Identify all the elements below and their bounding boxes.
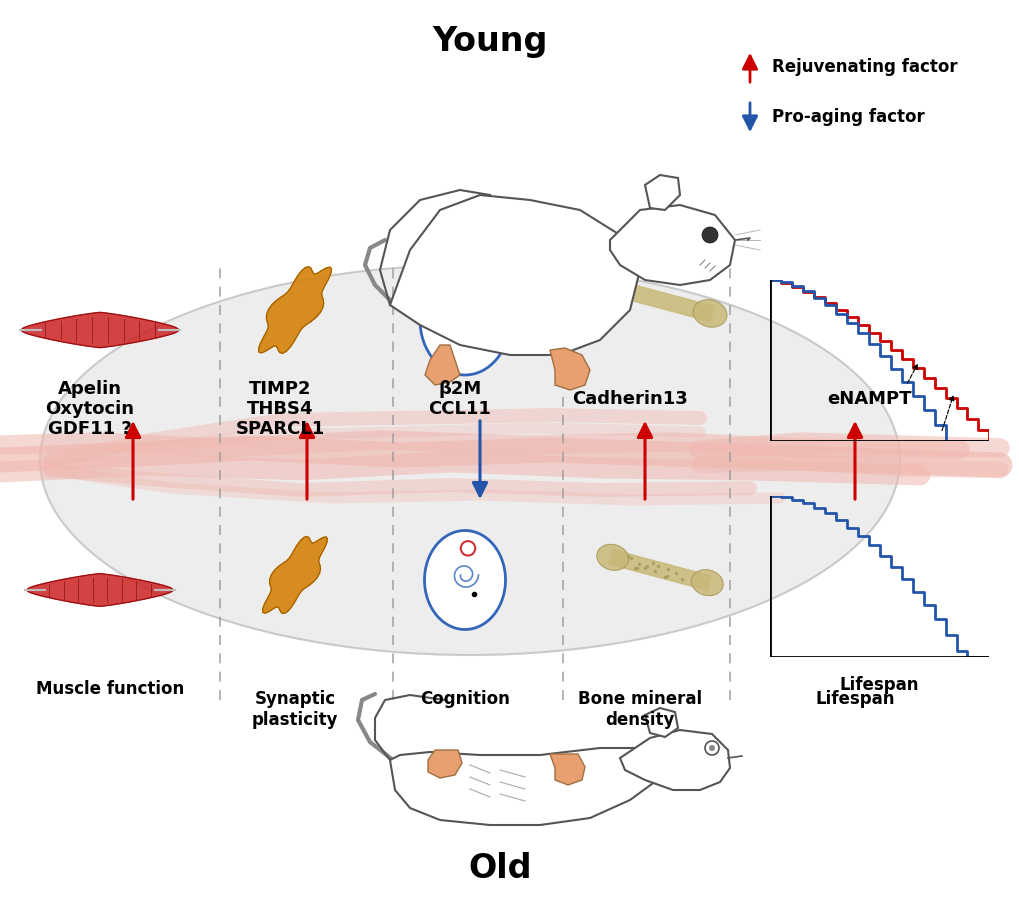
Text: Apelin: Apelin xyxy=(58,380,122,398)
Text: SPARCL1: SPARCL1 xyxy=(235,420,324,438)
Text: Old: Old xyxy=(468,852,531,885)
Polygon shape xyxy=(425,345,460,385)
Text: Young: Young xyxy=(432,25,547,58)
Polygon shape xyxy=(262,537,327,614)
Circle shape xyxy=(701,227,717,243)
Ellipse shape xyxy=(691,570,722,596)
Ellipse shape xyxy=(420,265,510,375)
Text: Synaptic
plasticity: Synaptic plasticity xyxy=(252,690,338,729)
Polygon shape xyxy=(389,748,659,825)
Circle shape xyxy=(460,277,476,293)
Circle shape xyxy=(708,745,714,751)
Text: Bone mineral
density: Bone mineral density xyxy=(578,690,701,729)
Text: THBS4: THBS4 xyxy=(247,400,313,418)
Ellipse shape xyxy=(596,544,628,571)
Polygon shape xyxy=(608,550,710,590)
Polygon shape xyxy=(549,754,585,785)
Ellipse shape xyxy=(592,273,627,301)
Text: Cognition: Cognition xyxy=(420,690,510,708)
Circle shape xyxy=(704,741,718,755)
Text: β2M: β2M xyxy=(438,380,481,398)
Polygon shape xyxy=(620,730,730,790)
Polygon shape xyxy=(605,278,713,322)
Text: Rejuvenating factor: Rejuvenating factor xyxy=(771,58,957,76)
Polygon shape xyxy=(258,267,331,353)
Polygon shape xyxy=(21,312,178,347)
Text: GDF11 ?: GDF11 ? xyxy=(48,420,131,438)
Polygon shape xyxy=(28,573,173,607)
Text: eNAMPT: eNAMPT xyxy=(827,390,911,408)
Text: Cadherin13: Cadherin13 xyxy=(572,390,687,408)
Polygon shape xyxy=(644,708,678,737)
Text: TIMP2: TIMP2 xyxy=(249,380,311,398)
Polygon shape xyxy=(389,195,639,355)
Ellipse shape xyxy=(40,265,899,655)
Text: Muscle function: Muscle function xyxy=(36,680,184,698)
Polygon shape xyxy=(644,175,680,210)
Circle shape xyxy=(461,541,475,555)
Polygon shape xyxy=(609,205,735,285)
Ellipse shape xyxy=(693,300,727,327)
Text: Pro-aging factor: Pro-aging factor xyxy=(771,108,924,126)
Text: Lifespan: Lifespan xyxy=(840,676,918,695)
Text: Lifespan: Lifespan xyxy=(814,690,894,708)
Polygon shape xyxy=(428,750,462,778)
Text: CCL11: CCL11 xyxy=(428,400,491,418)
Ellipse shape xyxy=(424,530,505,630)
Text: Oxytocin: Oxytocin xyxy=(46,400,135,418)
Polygon shape xyxy=(549,348,589,390)
